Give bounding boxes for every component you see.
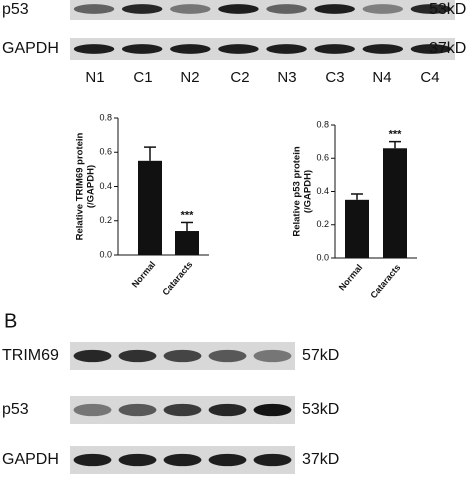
lane-label: N4 [372, 69, 391, 86]
band [362, 4, 404, 14]
x-tick-label: Cataracts [368, 262, 402, 300]
band [118, 453, 157, 467]
band [163, 349, 202, 363]
band [253, 349, 292, 363]
bar [345, 199, 369, 258]
band [208, 403, 247, 417]
band [73, 403, 112, 417]
bar [138, 160, 162, 255]
y-tick-label: 0.8 [316, 119, 329, 129]
y-tick-label: 0.0 [316, 252, 329, 262]
y-tick-label: 0.6 [99, 147, 112, 157]
size-label: 57kD [302, 347, 339, 364]
band [163, 453, 202, 467]
band [73, 44, 115, 54]
band [121, 4, 163, 14]
band [118, 349, 157, 363]
y-tick-label: 0.8 [99, 112, 112, 122]
band [218, 44, 259, 54]
band [121, 44, 163, 54]
y-axis-label: (/GAPDH) [303, 170, 314, 213]
band [163, 403, 202, 417]
y-axis-label: Relative p53 protein [292, 146, 303, 236]
band [73, 349, 112, 363]
x-tick-label: Normal [337, 262, 365, 292]
band [118, 403, 157, 417]
band [362, 44, 404, 54]
size-label: 53kD [302, 401, 339, 418]
band [314, 44, 355, 54]
band [314, 4, 355, 14]
y-axis-label: (/GAPDH) [86, 165, 97, 208]
panel-label: B [4, 310, 17, 332]
bar [175, 231, 199, 255]
lane-label: C3 [325, 69, 344, 86]
lane-label: N1 [85, 69, 104, 86]
significance: *** [389, 129, 403, 141]
lane-label: C2 [230, 69, 249, 86]
y-axis-label: Relative TRIM69 protein [75, 132, 86, 240]
bar [383, 148, 407, 258]
band [208, 453, 247, 467]
band [266, 44, 307, 54]
band [410, 4, 452, 14]
band [73, 4, 115, 14]
y-tick-label: 0.2 [99, 215, 112, 225]
band [170, 4, 211, 14]
band [218, 4, 259, 14]
band [253, 453, 292, 467]
x-tick-label: Normal [130, 259, 158, 289]
size-label: 37kD [429, 40, 466, 57]
lane-label: N3 [277, 69, 296, 86]
y-tick-label: 0.6 [316, 153, 329, 163]
band [253, 403, 292, 417]
blot-background [70, 0, 455, 20]
size-label: 37kD [302, 451, 339, 468]
row-label: p53 [2, 401, 29, 418]
band [170, 44, 211, 54]
row-label: p53 [2, 1, 29, 18]
y-tick-label: 0.4 [316, 186, 329, 196]
row-label: GAPDH [2, 451, 59, 468]
lane-label: N2 [180, 69, 199, 86]
blot-background [70, 38, 455, 60]
band [410, 44, 452, 54]
band [73, 453, 112, 467]
y-tick-label: 0.2 [316, 219, 329, 229]
row-label: TRIM69 [2, 347, 59, 364]
size-label: 53kD [429, 1, 466, 18]
lane-label: C1 [133, 69, 152, 86]
x-tick-label: Cataracts [160, 259, 194, 297]
y-tick-label: 0.0 [99, 249, 112, 259]
y-tick-label: 0.4 [99, 181, 112, 191]
row-label: GAPDH [2, 40, 59, 57]
significance: *** [181, 209, 195, 221]
lane-label: C4 [420, 69, 439, 86]
band [266, 4, 307, 14]
band [208, 349, 247, 363]
